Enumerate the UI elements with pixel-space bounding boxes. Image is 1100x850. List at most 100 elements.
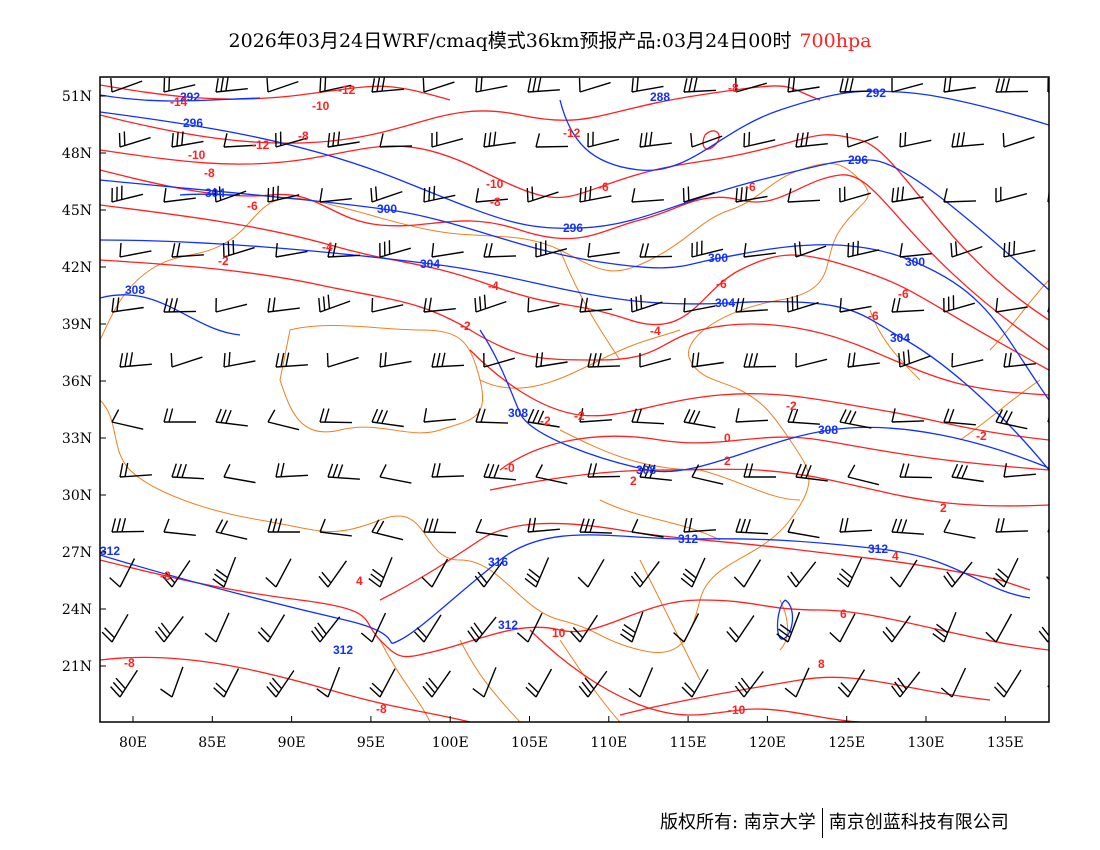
wind-barb bbox=[318, 560, 347, 588]
height-label: 308 bbox=[636, 463, 656, 477]
wind-barb bbox=[267, 409, 300, 431]
height-label: 304 bbox=[205, 186, 225, 200]
temp-label: -10 bbox=[486, 177, 504, 191]
wind-barb bbox=[985, 613, 1013, 643]
wind-barb bbox=[368, 557, 393, 588]
wind-barb bbox=[204, 612, 230, 643]
wind-barb bbox=[587, 131, 620, 148]
height-contour-312 bbox=[100, 534, 1031, 644]
wind-barb bbox=[784, 667, 810, 698]
wind-barb bbox=[162, 560, 191, 588]
wind-barb bbox=[579, 518, 613, 534]
wind-barb bbox=[535, 133, 569, 148]
temp-label: -2 bbox=[218, 254, 229, 268]
wind-barb bbox=[275, 352, 308, 368]
wind-barb bbox=[726, 615, 755, 643]
height-label: 312 bbox=[498, 618, 518, 632]
temp-label: 2 bbox=[940, 501, 947, 515]
wind-barb bbox=[743, 463, 776, 478]
wind-barb bbox=[943, 188, 977, 203]
wind-barb bbox=[110, 78, 143, 93]
temp-label: -4 bbox=[488, 279, 499, 293]
wind-barb bbox=[839, 409, 872, 429]
wind-barb bbox=[847, 240, 880, 258]
wind-barb bbox=[639, 243, 673, 258]
lat-tick-label: 24N bbox=[62, 602, 92, 618]
temp-label: -2 bbox=[786, 399, 797, 413]
wind-barb bbox=[836, 557, 863, 588]
temp-label: -6 bbox=[898, 287, 909, 301]
wind-barb bbox=[995, 78, 1029, 93]
wind-barb bbox=[891, 518, 924, 535]
wind-barb bbox=[579, 186, 612, 203]
wind-barb bbox=[1003, 463, 1036, 478]
wind-barb bbox=[682, 186, 715, 203]
wind-barb bbox=[1056, 464, 1088, 479]
wind-barb bbox=[940, 667, 967, 698]
temp-label: 10 bbox=[552, 626, 566, 640]
wind-barb bbox=[735, 186, 768, 203]
isotherm bbox=[100, 84, 451, 101]
lon-tick-label: 80E bbox=[119, 735, 147, 751]
title-text: 2026年03月24日WRF/cmaq模式36km预报产品:03月24日00时 bbox=[228, 30, 792, 52]
temp-label: -2 bbox=[574, 409, 585, 423]
wind-barb bbox=[154, 615, 184, 643]
temp-label: 2 bbox=[630, 474, 637, 488]
wind-barb bbox=[327, 131, 360, 148]
wind-barb bbox=[733, 559, 762, 588]
wind-barb bbox=[214, 186, 247, 203]
wind-barb bbox=[889, 559, 918, 588]
wind-barb bbox=[943, 295, 975, 313]
copyright-text: 版权所有: 南京大学 bbox=[660, 812, 816, 833]
wind-barb bbox=[1047, 685, 1049, 689]
wind-barb bbox=[171, 242, 204, 258]
wind-barb bbox=[1003, 352, 1036, 368]
wind-barb bbox=[776, 611, 801, 643]
temp-label: -6 bbox=[745, 180, 756, 194]
company-text: 南京创蓝科技有限公司 bbox=[828, 812, 1009, 833]
wind-barb bbox=[160, 666, 184, 698]
wind-barb bbox=[899, 463, 933, 479]
lon-tick-label: 90E bbox=[278, 735, 306, 751]
wind-barb bbox=[535, 240, 568, 258]
wind-barb bbox=[631, 77, 664, 93]
wind-barb bbox=[360, 612, 387, 643]
isotherm bbox=[100, 204, 1049, 371]
temp-label: -10 bbox=[312, 99, 330, 113]
wind-barb bbox=[587, 352, 621, 368]
wind-barb bbox=[475, 408, 509, 424]
wind-barb bbox=[683, 409, 716, 429]
temp-label: -8 bbox=[124, 656, 135, 670]
longitude-axis: 80E 85E 90E 95E 100E 105E 110E 115E 120E 125E 130E… bbox=[119, 716, 1024, 751]
wind-barb bbox=[891, 186, 924, 203]
wind-barb bbox=[891, 78, 924, 93]
wind-barb bbox=[423, 185, 456, 203]
korea-japan bbox=[779, 279, 1049, 651]
wind-barb bbox=[1056, 243, 1088, 257]
wind-barb bbox=[932, 612, 957, 643]
wind-barb bbox=[794, 241, 827, 258]
lon-tick-label: 115E bbox=[670, 735, 707, 751]
wind-barb bbox=[846, 132, 879, 148]
wind-barb bbox=[422, 77, 455, 93]
wind-barb bbox=[620, 611, 644, 643]
wind-barb bbox=[422, 670, 451, 698]
wind-barb bbox=[839, 517, 873, 533]
lat-tick-label: 42N bbox=[62, 260, 92, 276]
height-label: 304 bbox=[715, 296, 735, 310]
wind-barb bbox=[943, 408, 976, 426]
height-label: 288 bbox=[650, 90, 670, 104]
wind-barb bbox=[483, 131, 516, 148]
wind-barb bbox=[1047, 527, 1049, 533]
lat-tick-label: 30N bbox=[62, 488, 92, 504]
wind-barb bbox=[311, 616, 341, 643]
wind-barb bbox=[111, 185, 144, 203]
height-label: 308 bbox=[125, 283, 145, 297]
temp-label: -6 bbox=[598, 180, 609, 194]
height-label: 300 bbox=[708, 251, 728, 265]
wind-barb bbox=[119, 462, 152, 478]
wind-barb bbox=[683, 517, 716, 533]
lat-tick-label: 36N bbox=[62, 374, 92, 390]
height-contour-296 bbox=[100, 111, 1049, 291]
wind-barb bbox=[631, 408, 665, 425]
